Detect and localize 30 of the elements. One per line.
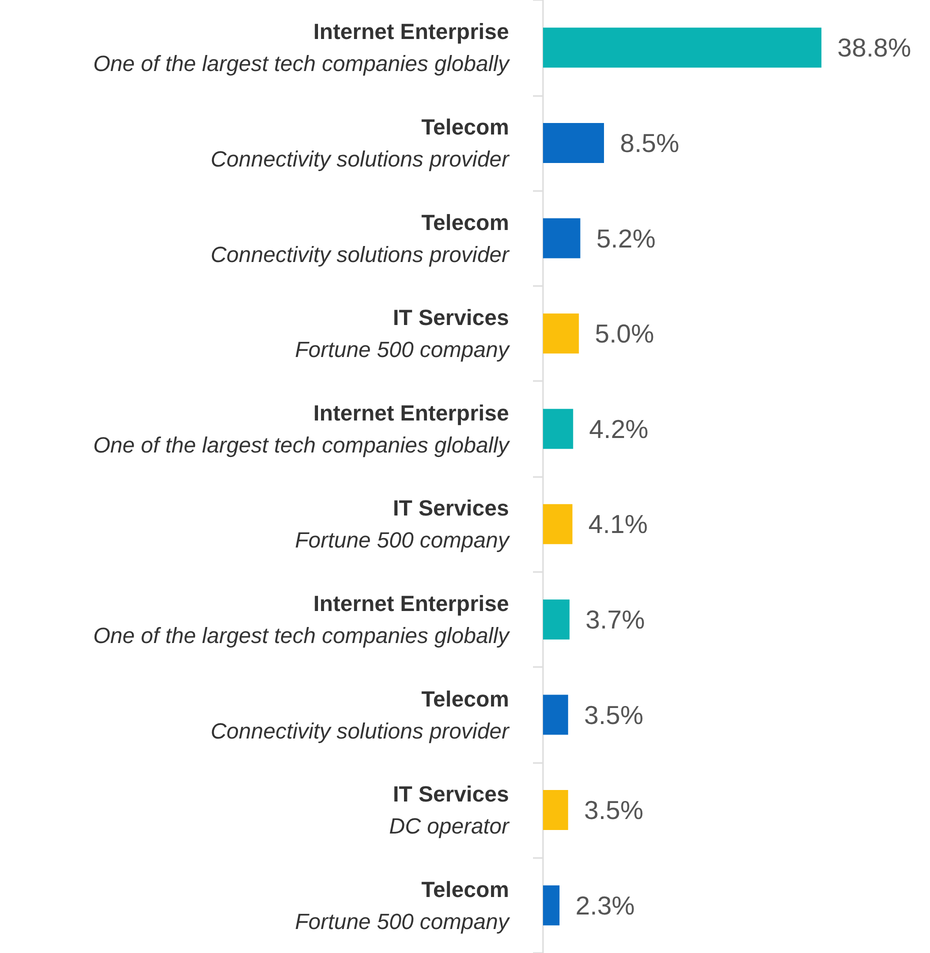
y-tick-label: Telecom Connectivity solutions provider bbox=[210, 114, 511, 172]
bar bbox=[543, 122, 604, 163]
bar bbox=[543, 218, 580, 258]
data-label: 2.3% bbox=[576, 890, 635, 920]
bar bbox=[543, 408, 574, 449]
y-tick-label: IT Services Fortune 500 company bbox=[294, 305, 511, 362]
bar bbox=[543, 599, 570, 640]
bar bbox=[543, 28, 822, 68]
bar bbox=[543, 694, 568, 735]
data-label: 5.2% bbox=[596, 223, 656, 254]
bar bbox=[543, 790, 568, 830]
bar bbox=[543, 885, 560, 926]
y-tick-label: Telecom Connectivity solutions provider bbox=[210, 686, 511, 744]
y-tick-label: Internet Enterprise One of the largest tech companies globally bbox=[93, 19, 511, 76]
bar bbox=[543, 314, 579, 354]
y-tick-label: IT Services DC operator bbox=[389, 782, 511, 839]
y-tick-label: IT Services Fortune 500 company bbox=[294, 496, 511, 553]
data-label: 8.5% bbox=[620, 128, 680, 158]
data-label: 3.5% bbox=[584, 700, 644, 730]
data-label: 4.2% bbox=[589, 414, 648, 444]
data-label: 4.1% bbox=[588, 509, 648, 540]
y-tick-label: Telecom Fortune 500 company bbox=[294, 876, 511, 934]
data-label: 3.7% bbox=[586, 604, 645, 634]
data-label: 38.8% bbox=[837, 32, 912, 63]
bar bbox=[543, 504, 572, 544]
y-tick-label: Internet Enterprise One of the largest tech companies globally bbox=[93, 400, 511, 458]
data-label: 5.0% bbox=[594, 318, 654, 349]
y-tick-label: Internet Enterprise One of the largest tech companies globally bbox=[93, 590, 511, 648]
y-tick-label: Telecom Connectivity solutions provider bbox=[210, 210, 511, 267]
data-label: 3.5% bbox=[584, 795, 644, 826]
